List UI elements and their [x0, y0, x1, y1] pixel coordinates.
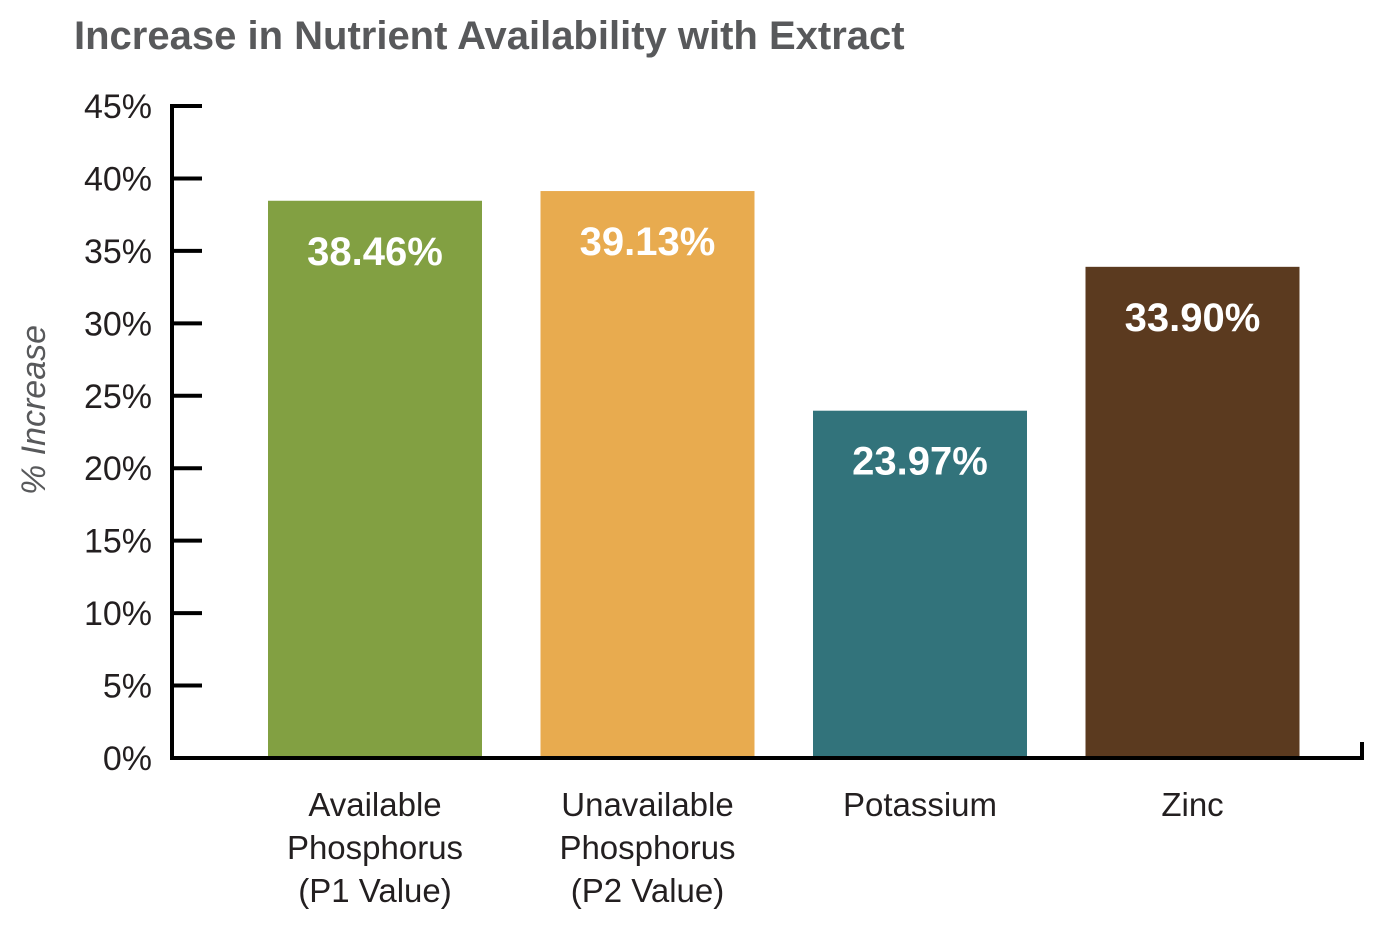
y-tick-label: 10% — [84, 595, 152, 633]
x-tick-label: (P2 Value) — [571, 872, 724, 909]
data-label: 39.13% — [580, 220, 716, 264]
y-tick-label: 5% — [103, 668, 152, 706]
bar — [813, 410, 1027, 758]
x-tick-label: Zinc — [1161, 786, 1223, 823]
x-tick-label: Unavailable — [561, 786, 733, 823]
y-tick-label: 0% — [103, 740, 152, 778]
y-tick-label: 20% — [84, 450, 152, 488]
bar — [268, 200, 482, 759]
x-tick-label: (P1 Value) — [298, 872, 451, 909]
chart-title: Increase in Nutrient Availability with E… — [74, 14, 905, 58]
data-label: 23.97% — [852, 440, 988, 484]
x-tick-label: Phosphorus — [287, 829, 463, 866]
y-tick-label: 15% — [84, 523, 152, 561]
plot-area: 38.46% Available Phosphorus (P1 Value) 39.13… — [84, 88, 1364, 909]
bar — [540, 191, 755, 758]
x-tick-label: Potassium — [843, 786, 997, 823]
y-tick-label: 30% — [84, 305, 152, 343]
y-tick-label: 25% — [84, 378, 152, 416]
data-label: 33.90% — [1125, 296, 1261, 340]
x-tick-label: Phosphorus — [559, 829, 735, 866]
data-label: 38.46% — [307, 230, 443, 274]
x-tick-label: Available — [308, 786, 441, 823]
y-tick-label: 35% — [84, 233, 152, 271]
y-tick-label: 45% — [84, 88, 152, 126]
y-axis-label: % Increase — [15, 325, 53, 495]
y-tick-label: 40% — [84, 160, 152, 198]
bar — [1085, 266, 1300, 758]
